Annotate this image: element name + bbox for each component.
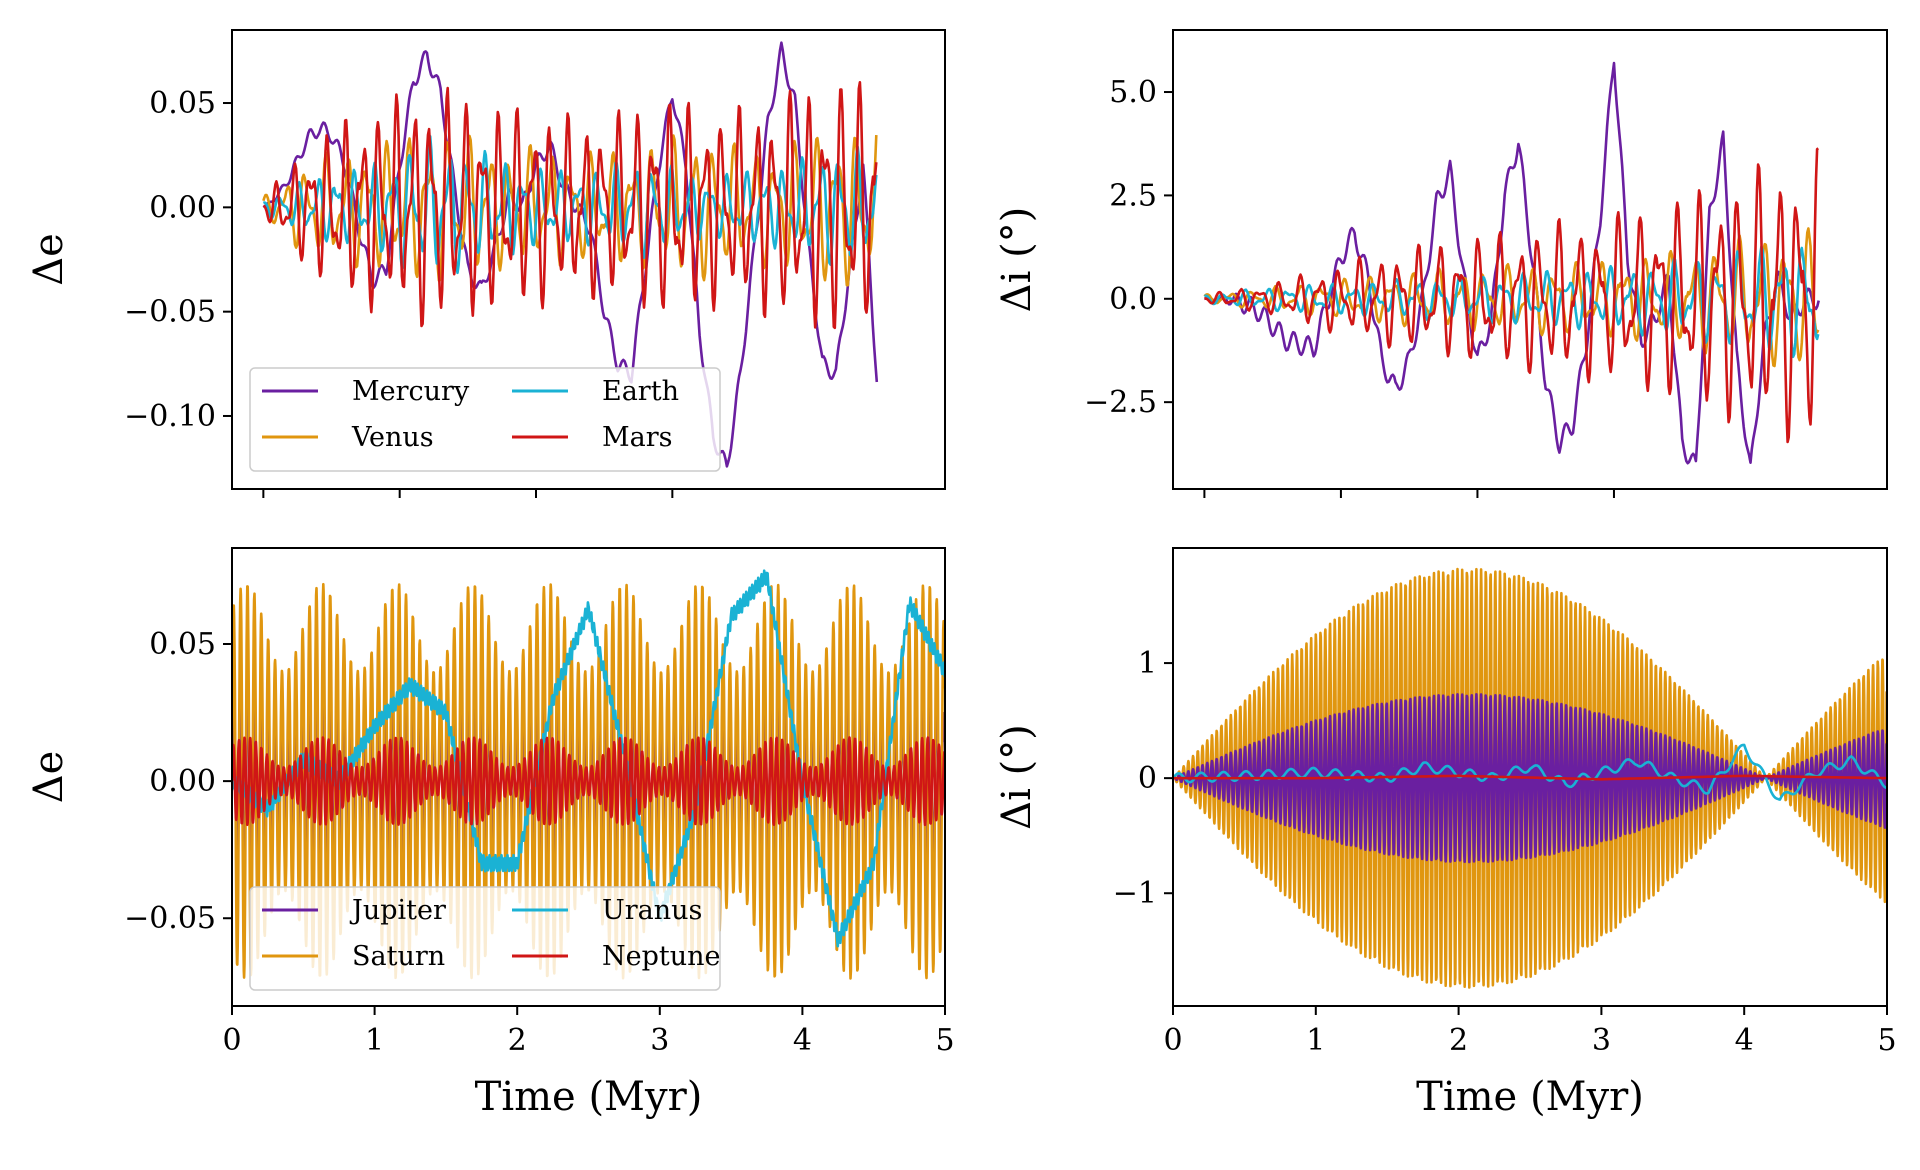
x-tick-label: 1 <box>365 1023 384 1058</box>
x-tick-label: 0 <box>222 1023 241 1058</box>
legend-label-saturn: Saturn <box>352 941 445 972</box>
y-tick-label: 2.5 <box>1109 178 1157 213</box>
series-line-jupiter <box>1173 693 1887 864</box>
series-line-venus <box>1203 227 1820 368</box>
x-tick-label: 5 <box>935 1023 954 1058</box>
legend-box <box>249 886 721 991</box>
series-line-neptune <box>1173 774 1887 781</box>
legend-label-venus: Venus <box>351 422 434 453</box>
y-tick-label: 0.05 <box>149 627 216 662</box>
panel-top-left: −0.10 −0.05 0.00 0.05 Δe Mercury Venus Earth Mar… <box>26 29 946 498</box>
x-tick-label: 2 <box>1449 1023 1468 1058</box>
x-tick-label: 3 <box>1592 1023 1611 1058</box>
series-line-neptune <box>232 736 945 827</box>
axes-frame <box>231 547 946 1007</box>
x-tick-label: 3 <box>650 1023 669 1058</box>
legend-box <box>249 367 721 472</box>
y-tick-label: −0.05 <box>124 295 216 330</box>
legend-label-earth: Earth <box>602 376 679 407</box>
panel-top-right: −2.5 0.0 2.5 5.0 Δi (°) <box>994 29 1888 498</box>
y-tick-label: 0.0 <box>1109 282 1157 317</box>
axes-frame <box>1172 29 1888 490</box>
series-line-uranus <box>1173 743 1887 801</box>
y-tick-label: 1 <box>1138 646 1157 681</box>
series-line-earth <box>262 135 878 275</box>
series-line-mars <box>1204 147 1820 444</box>
series-line-saturn <box>232 582 945 980</box>
x-tick-label: 5 <box>1877 1023 1896 1058</box>
y-tick-label: 0.00 <box>149 190 216 225</box>
y-tick-label: −1 <box>1113 876 1157 911</box>
axes-frame <box>1172 547 1888 1007</box>
panel-bottom-right: 0 1 2 3 4 5 −1 0 1 Time (Myr) Δi (°) <box>994 547 1897 1120</box>
y-tick-label: 0.00 <box>149 764 216 799</box>
series-line-mars <box>263 81 878 330</box>
legend-label-jupiter: Jupiter <box>349 895 446 926</box>
legend-label-mars: Mars <box>602 422 673 453</box>
plot-area <box>1173 567 1887 989</box>
series-line-mercury <box>1204 61 1820 465</box>
legend-label-mercury: Mercury <box>352 376 470 407</box>
y-tick-label: 0 <box>1138 761 1157 796</box>
y-axis-label: Δi (°) <box>994 724 1040 830</box>
y-tick-label: −2.5 <box>1084 385 1157 420</box>
x-axis-label: Time (Myr) <box>1416 1074 1644 1120</box>
y-axis-label: Δe <box>26 233 72 286</box>
y-tick-label: 5.0 <box>1109 75 1157 110</box>
plot-area <box>1203 61 1820 465</box>
y-axis-label: Δi (°) <box>994 207 1040 313</box>
x-tick-label: 4 <box>793 1023 812 1058</box>
x-tick-label: 4 <box>1735 1023 1754 1058</box>
x-tick-label: 2 <box>508 1023 527 1058</box>
plot-area <box>232 569 945 980</box>
y-tick-label: 0.05 <box>149 86 216 121</box>
legend: Jupiter Saturn Uranus Neptune <box>249 886 721 991</box>
axes-frame <box>231 29 946 490</box>
x-tick-label: 1 <box>1306 1023 1325 1058</box>
y-tick-label: −0.10 <box>124 399 216 434</box>
x-tick-label: 0 <box>1163 1023 1182 1058</box>
plot-area <box>262 41 879 468</box>
y-tick-label: −0.05 <box>124 901 216 936</box>
panel-bottom-left: 0 1 2 3 4 5 −0.05 0.00 0.05 Time (Myr) Δe Jupiter Sa… <box>26 547 955 1120</box>
legend-label-uranus: Uranus <box>602 895 702 926</box>
y-axis-label: Δe <box>26 751 72 804</box>
x-axis-label: Time (Myr) <box>475 1074 703 1120</box>
legend-label-neptune: Neptune <box>602 941 721 972</box>
legend: Mercury Venus Earth Mars <box>249 367 721 472</box>
